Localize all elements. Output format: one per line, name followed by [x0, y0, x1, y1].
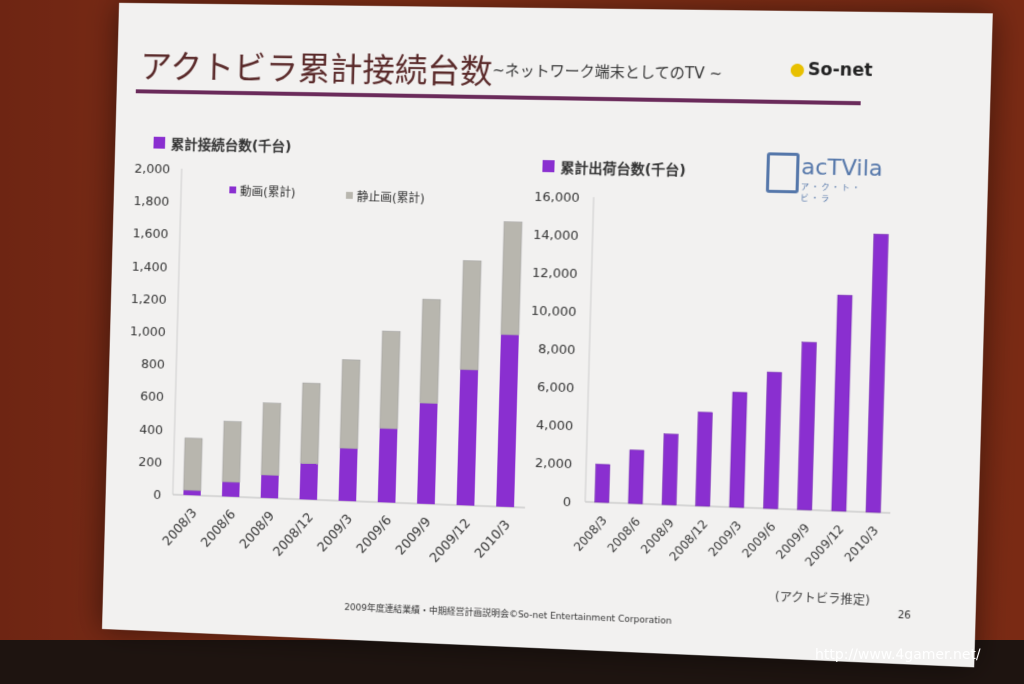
- projected-slide: アクトビラ累計接続台数 ~ネットワーク端末としてのTV ~ ● So-net ac…: [102, 3, 993, 667]
- chart1-bar-video: [378, 428, 398, 503]
- chart1-xtick-label: 2009/9: [393, 515, 434, 559]
- chart1-ytick-label: 800: [141, 357, 165, 373]
- chart2-title-swatch: [542, 160, 554, 172]
- chart2-ytick-label: 6,000: [537, 380, 575, 396]
- chart1-bar-still: [340, 359, 360, 448]
- chart1-bar-still: [420, 299, 441, 403]
- chart2-title: 累計出荷台数(千台): [560, 159, 686, 179]
- chart1-bar-video: [300, 463, 319, 500]
- chart2-xtick-label: 2009/6: [739, 519, 778, 560]
- chart1-ytick-label: 1,600: [132, 227, 168, 243]
- chart2-bar: [662, 434, 678, 505]
- page-number: 26: [898, 610, 911, 622]
- chart1-legend-label-still: 静止画(累計): [357, 190, 425, 206]
- chart1-ytick-label: 1,000: [130, 324, 166, 340]
- chart2-bar: [628, 450, 644, 504]
- chart2-bar: [729, 392, 746, 508]
- chart2-ytick-label: 14,000: [533, 228, 579, 244]
- chart1-legend-label-video: 動画(累計): [240, 185, 296, 200]
- chart1-ytick-label: 2,000: [134, 162, 170, 178]
- chart2-ytick-label: 2,000: [535, 456, 573, 472]
- chart1-title: 累計接続台数(千台): [171, 136, 292, 155]
- chart1-bar-video: [222, 482, 240, 497]
- chart1-xtick-label: 2009/3: [315, 512, 356, 556]
- chart1-bar-video: [183, 490, 200, 496]
- chart2-bar: [866, 234, 888, 513]
- chart2-bar: [696, 412, 713, 506]
- chart2-bar: [763, 372, 781, 509]
- chart1-ytick-label: 400: [139, 422, 163, 438]
- chart1-ytick-label: 0: [153, 488, 161, 503]
- chart1-bar-video: [417, 403, 438, 504]
- chart1-ytick-label: 1,400: [132, 259, 168, 275]
- chart2-ytick-label: 10,000: [531, 304, 577, 320]
- chart1-xtick-label: 2008/9: [237, 509, 277, 552]
- chart2-bar: [832, 295, 852, 511]
- chart1-xtick-label: 2008/6: [199, 507, 239, 550]
- chart2-ytick-label: 4,000: [536, 418, 574, 434]
- chart1-title-swatch: [153, 137, 165, 149]
- chart1-ytick-label: 600: [140, 390, 164, 406]
- chart1-xtick-label: 2009/6: [354, 513, 395, 557]
- chart1-bar-video: [496, 334, 519, 507]
- charts-canvas: 累計接続台数(千台) 0 200 400 600 800 1,000 1,200 1,400 1,…: [102, 3, 993, 667]
- chart1-xtick-label: 2008/3: [160, 506, 200, 549]
- chart2-ytick-label: 8,000: [538, 342, 576, 358]
- chart1-ytick-label: 1,800: [133, 194, 169, 210]
- chart2-y-axis: [585, 197, 594, 502]
- chart2-ytick-label: 0: [563, 495, 572, 510]
- chart2-ytick-label: 16,000: [534, 190, 580, 206]
- chart1-bar-still: [380, 331, 400, 429]
- chart1-xtick-label: 2008/12: [271, 510, 317, 560]
- chart1-bar-still: [184, 438, 203, 491]
- chart2-xtick-label: 2009/3: [705, 518, 744, 559]
- chart1-y-axis: [173, 169, 182, 495]
- chart2-bar: [797, 342, 816, 510]
- chart1-legend-swatch-video: [229, 186, 236, 193]
- chart1-bar-still: [501, 222, 522, 335]
- chart2-xtick-label: 2010/3: [841, 523, 881, 564]
- watermark-url: http://www.4gamer.net/: [815, 647, 981, 663]
- chart1-ytick-label: 1,200: [131, 292, 167, 308]
- chart2-xtick-label: 2008/6: [604, 514, 643, 555]
- chart1-legend-swatch-still: [346, 192, 353, 199]
- chart1-bar-video: [339, 448, 358, 501]
- chart1-ytick-label: 200: [138, 455, 162, 471]
- chart1-bar-video: [457, 370, 479, 506]
- chart1-bar-video: [261, 475, 279, 499]
- chart1-bar-still: [261, 403, 280, 476]
- chart2-xtick-label: 2008/3: [571, 513, 610, 554]
- chart1-bar-still: [301, 383, 321, 464]
- chart2-ytick-label: 12,000: [532, 266, 578, 282]
- chart1-xtick-label: 2009/12: [427, 516, 474, 566]
- chart2-bar: [595, 464, 610, 503]
- chart1-bar-still: [460, 260, 481, 370]
- chart1-bar-still: [222, 421, 241, 482]
- chart1-xtick-label: 2010/3: [472, 518, 513, 562]
